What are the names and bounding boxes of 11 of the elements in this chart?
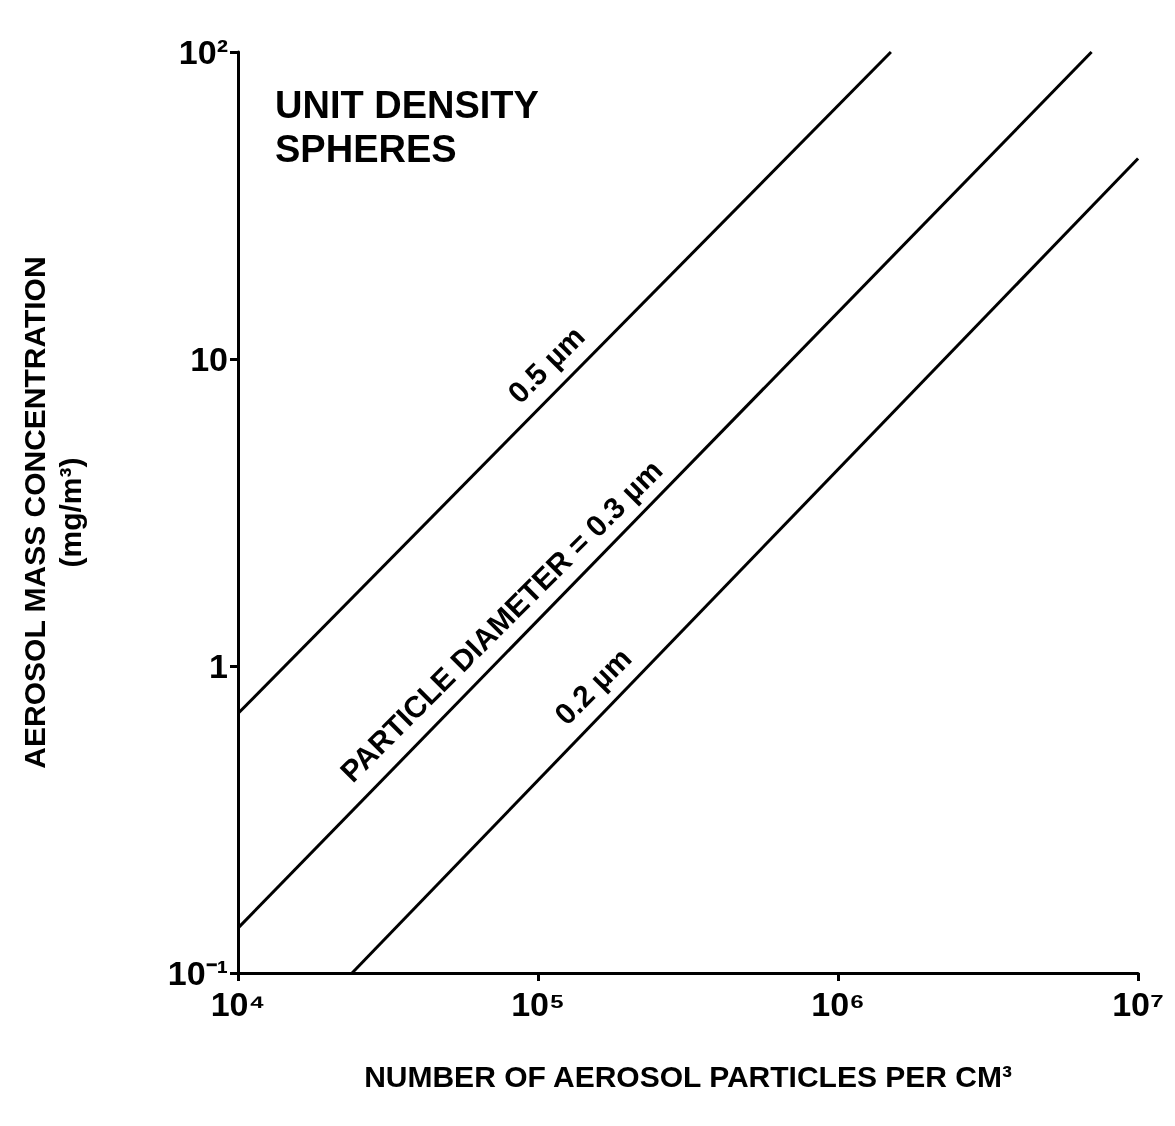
y-axis-title: AEROSOL MASS CONCENTRATION (mg/m³) bbox=[17, 256, 87, 769]
text: UNIT DENSITY SPHERES bbox=[275, 84, 549, 170]
x-tick-label: 10⁶ bbox=[811, 985, 865, 1023]
y-tick-label: 1 bbox=[209, 647, 228, 685]
x-axis-title: NUMBER OF AEROSOL PARTICLES PER CM³ bbox=[364, 1059, 1012, 1093]
annotation: 0.5 µm bbox=[501, 319, 591, 410]
annotation: 0.2 µm bbox=[547, 641, 638, 732]
y-tick-label: 10² bbox=[178, 33, 228, 71]
y-tick-label: 10 bbox=[190, 340, 228, 378]
x-tick-label: 10⁵ bbox=[511, 985, 565, 1023]
x-tick-label: 10⁷ bbox=[1112, 985, 1165, 1023]
